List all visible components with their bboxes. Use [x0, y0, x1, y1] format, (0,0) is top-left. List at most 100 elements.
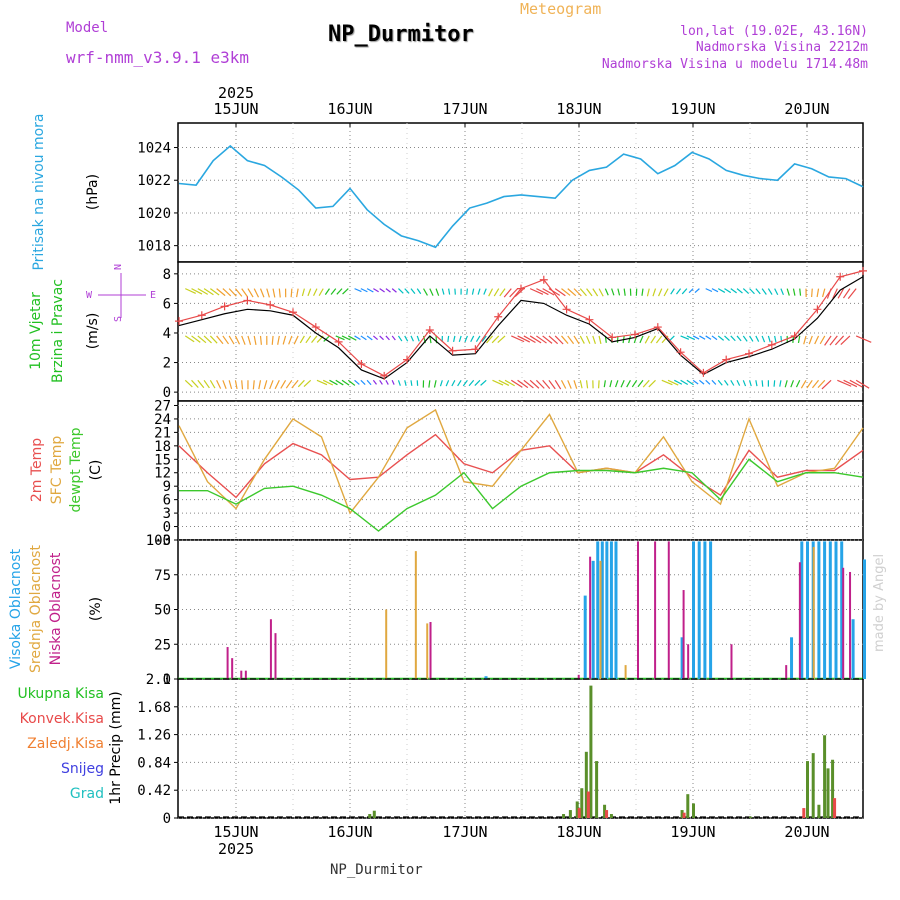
precip-bar	[802, 808, 806, 818]
cloud-bar	[226, 647, 229, 679]
wind-barb	[404, 288, 410, 294]
cloud-bar	[591, 560, 595, 679]
wind-barb	[840, 335, 851, 346]
wind-gust-marker	[266, 300, 275, 309]
precip-bar	[609, 814, 613, 818]
wind-barb	[847, 288, 857, 300]
precip-bar	[811, 753, 815, 818]
wind-gust-marker	[745, 349, 753, 358]
wind-gust-marker	[220, 302, 229, 311]
cloud-bar	[680, 637, 684, 679]
wind-barb	[373, 288, 379, 293]
wind-barb	[462, 379, 468, 387]
bottom-day-label: 19JUN	[670, 823, 715, 841]
wind-barb	[755, 335, 760, 342]
clouds-ytick-label: 0	[163, 672, 171, 688]
wind-barb	[228, 288, 237, 297]
wind-barb	[573, 380, 578, 389]
wind-barb	[650, 335, 657, 344]
model-name: wrf-nmm_v3.9.1 e3km	[66, 48, 250, 67]
wind-barb	[648, 379, 656, 388]
wind-barb	[811, 379, 820, 389]
cloud-bar	[849, 571, 852, 679]
wind-barb	[197, 288, 209, 295]
precip-bar	[686, 794, 690, 818]
wind-barb	[598, 288, 604, 297]
wind-barb	[269, 380, 274, 390]
wind-barb	[191, 335, 201, 343]
precip-ylabel: 1hr Precip (mm)	[108, 691, 124, 804]
wind-barb	[567, 380, 572, 389]
precip-bar	[806, 761, 809, 818]
temp-unit: (C)	[88, 460, 104, 481]
precip-bar	[595, 761, 599, 818]
pressure-unit: (hPa)	[85, 174, 101, 210]
wind-barb	[837, 288, 845, 299]
wind-ylabel-2: Brzina i Pravac	[50, 279, 66, 383]
wind-barb	[724, 288, 732, 294]
wind-barb	[730, 335, 736, 342]
wind-barb	[209, 335, 218, 344]
wind-gust-marker	[311, 323, 320, 332]
wind-barb	[216, 288, 226, 297]
wind-barb	[486, 335, 493, 344]
wind-barb	[404, 380, 407, 386]
cloud-unit: (%)	[88, 597, 104, 621]
clouds-ytick-label: 75	[154, 568, 171, 584]
chart-subtitle: Meteogram	[520, 0, 602, 18]
wind-barb	[585, 335, 591, 344]
precip-bar	[682, 812, 686, 818]
wind-barb	[548, 379, 556, 390]
wind-barb	[832, 288, 838, 299]
wind-barb	[749, 335, 754, 342]
wind-barb	[723, 379, 729, 386]
wind-barb	[674, 379, 683, 385]
top-day-label: 20JUN	[784, 100, 829, 118]
precip-bar	[577, 808, 581, 818]
wind-barb	[316, 379, 328, 386]
wind-barb	[445, 380, 450, 387]
precip-legend-3: Snijeg	[61, 761, 104, 777]
wind-barb	[529, 335, 542, 344]
wind-barb	[305, 335, 312, 344]
wind-barb	[561, 288, 571, 296]
cloud-bar	[637, 541, 639, 679]
wind-barb	[742, 380, 747, 387]
wind-barb	[560, 380, 567, 389]
wind-barb	[296, 288, 299, 298]
clouds-ytick-label: 50	[154, 603, 171, 619]
wind-barb	[336, 288, 343, 295]
wind-barb	[360, 379, 366, 386]
wind-barb	[548, 335, 559, 345]
cloud-bar	[863, 559, 866, 679]
wind-barb	[404, 335, 409, 342]
precip-bar	[568, 810, 572, 818]
wind-barb	[819, 335, 826, 345]
wind-barb	[324, 288, 330, 295]
wind-barb	[811, 288, 813, 298]
precip-bar	[680, 810, 684, 818]
wind-barb	[185, 288, 196, 294]
wind-barb	[699, 379, 705, 385]
wind-barb	[692, 379, 699, 385]
wind-gust-marker	[539, 275, 548, 284]
wind-gust-marker	[380, 371, 389, 380]
wind-gust-marker	[357, 360, 366, 369]
wind-barb	[705, 379, 711, 385]
cloud-bar	[730, 644, 733, 679]
cloud-bar	[828, 541, 832, 679]
wind-barb	[773, 380, 776, 387]
wind-barb	[366, 379, 372, 386]
cloud-bar	[812, 546, 815, 679]
wind-barb	[554, 335, 564, 345]
cloud-bar	[624, 665, 627, 679]
wind-barb	[761, 380, 764, 387]
wind-gust-marker	[403, 355, 411, 364]
cloud-bar	[709, 541, 713, 679]
cloud-ylabel-low: Niska Oblacnost	[48, 552, 64, 665]
pressure-ytick-label: 1022	[137, 173, 171, 189]
wind-barb	[311, 335, 318, 344]
wind-barb	[391, 380, 395, 385]
cloud-bar	[667, 541, 670, 679]
